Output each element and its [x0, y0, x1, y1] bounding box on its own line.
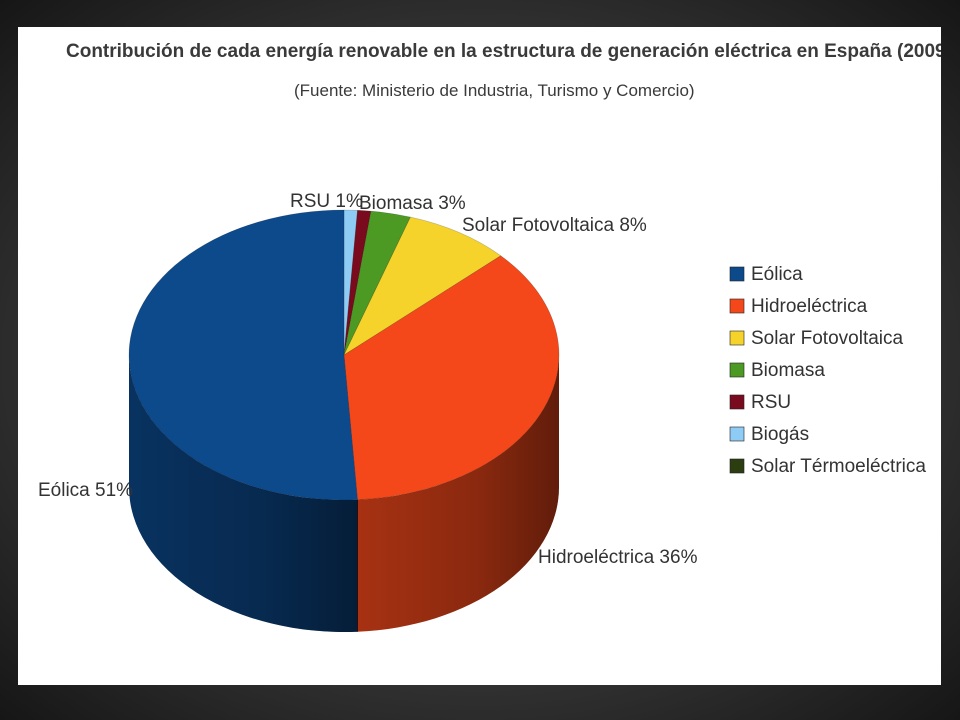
- slice-eolica: [128, 209, 358, 501]
- data-label-solarfv: Solar Fotovoltaica 8%: [462, 215, 647, 236]
- legend-swatch-hidro: [729, 298, 745, 314]
- legend-swatch-rsu: [729, 394, 745, 410]
- slice-biomasa: [343, 210, 411, 356]
- slice-rsu: [343, 209, 372, 356]
- legend-swatch-solarfv: [729, 330, 745, 346]
- slice-biogas: [343, 209, 358, 356]
- chart-subtitle: (Fuente: Ministerio de Industria, Turism…: [294, 81, 695, 100]
- slice-solarfv: [343, 216, 502, 356]
- legend-swatch-eolica: [729, 266, 745, 282]
- slice-side-shade-hidro: [357, 355, 559, 632]
- slice-hidro: [343, 255, 560, 501]
- slice-side-shade-eolica: [129, 355, 358, 632]
- legend-label-biomasa: Biomasa: [751, 360, 825, 381]
- legend-label-rsu: RSU: [751, 392, 791, 413]
- legend-swatch-biogas: [729, 426, 745, 442]
- legend-label-solarfv: Solar Fotovoltaica: [751, 328, 904, 349]
- chart-title: Contribución de cada energía renovable e…: [66, 41, 941, 62]
- legend-label-hidro: Hidroeléctrica: [751, 296, 868, 317]
- data-label-rsu: RSU 1%: [290, 191, 363, 212]
- pie-chart: Contribución de cada energía renovable e…: [38, 41, 941, 632]
- slide-panel: Contribución de cada energía renovable e…: [18, 27, 941, 685]
- legend-swatch-solarte: [729, 458, 745, 474]
- data-label-hidro: Hidroeléctrica 36%: [538, 547, 698, 568]
- pie-slices: [128, 209, 560, 632]
- legend-label-eolica: Eólica: [751, 264, 803, 285]
- legend-label-biogas: Biogás: [751, 424, 809, 445]
- data-label-biomasa: Biomasa 3%: [359, 193, 466, 214]
- legend-swatch-biomasa: [729, 362, 745, 378]
- legend: Eólica Hidroeléctrica Solar Fotovoltaica Bi…: [729, 264, 926, 477]
- legend-label-solarte: Solar Térmoeléctrica: [751, 456, 926, 477]
- data-label-eolica: Eólica 51%: [38, 480, 133, 501]
- data-labels: Eólica 51% Hidroeléctrica 36% Solar Fotovo…: [38, 191, 698, 568]
